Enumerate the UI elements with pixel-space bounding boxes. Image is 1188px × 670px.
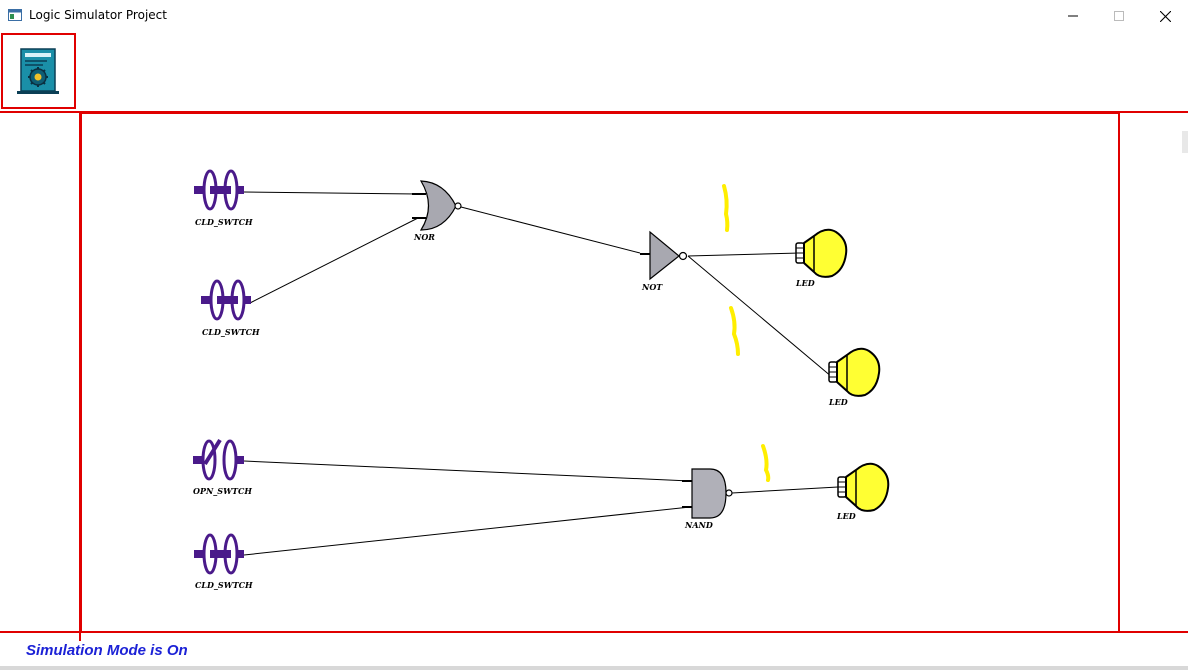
closed-switch-2[interactable] xyxy=(201,279,251,321)
led-label: LED xyxy=(837,511,856,521)
open-switch-1[interactable] xyxy=(193,438,244,481)
led-1[interactable] xyxy=(795,228,848,278)
nand-gate[interactable] xyxy=(682,468,733,519)
gate-label: NAND xyxy=(685,520,713,530)
led-3[interactable] xyxy=(837,462,890,512)
wire[interactable] xyxy=(731,486,839,494)
switch-label: CLD_SWTCH xyxy=(195,580,253,590)
led-label: LED xyxy=(829,397,848,407)
app-window-icon xyxy=(8,9,22,21)
gate-label: NOT xyxy=(642,282,663,292)
close-icon xyxy=(1159,10,1171,22)
wire[interactable] xyxy=(243,460,691,482)
minimize-button[interactable] xyxy=(1050,0,1096,32)
wire[interactable] xyxy=(249,217,419,304)
closed-switch-3[interactable] xyxy=(194,533,244,575)
nor-gate[interactable] xyxy=(412,180,462,231)
minimize-icon xyxy=(1068,15,1078,17)
wire[interactable] xyxy=(687,252,801,257)
signal-glow-marks xyxy=(722,184,771,482)
not-gate[interactable] xyxy=(640,230,688,281)
window-title: Logic Simulator Project xyxy=(29,8,167,22)
scroll-hint xyxy=(1182,131,1188,153)
status-message: Simulation Mode is On xyxy=(26,642,188,659)
window-bottom-edge xyxy=(0,666,1188,670)
simulation-mode-icon xyxy=(16,48,59,94)
wire[interactable] xyxy=(687,255,833,378)
status-divider xyxy=(0,631,1188,633)
switch-label: CLD_SWTCH xyxy=(195,217,253,227)
maximize-icon xyxy=(1114,11,1124,21)
closed-switch-1[interactable] xyxy=(194,169,244,211)
led-label: LED xyxy=(796,278,815,288)
drawing-canvas[interactable] xyxy=(80,112,1120,633)
gate-label: NOR xyxy=(414,232,435,242)
wire[interactable] xyxy=(243,191,419,195)
maximize-button[interactable] xyxy=(1096,0,1142,32)
led-2[interactable] xyxy=(828,347,881,397)
close-button[interactable] xyxy=(1142,0,1188,32)
simulation-mode-button[interactable] xyxy=(1,33,76,109)
title-bar: Logic Simulator Project xyxy=(0,0,1188,32)
switch-label: OPN_SWTCH xyxy=(193,486,252,496)
canvas-left-edge xyxy=(79,113,81,641)
switch-label: CLD_SWTCH xyxy=(202,327,260,337)
wire[interactable] xyxy=(243,506,691,556)
wire[interactable] xyxy=(460,206,641,254)
wires xyxy=(243,191,839,556)
